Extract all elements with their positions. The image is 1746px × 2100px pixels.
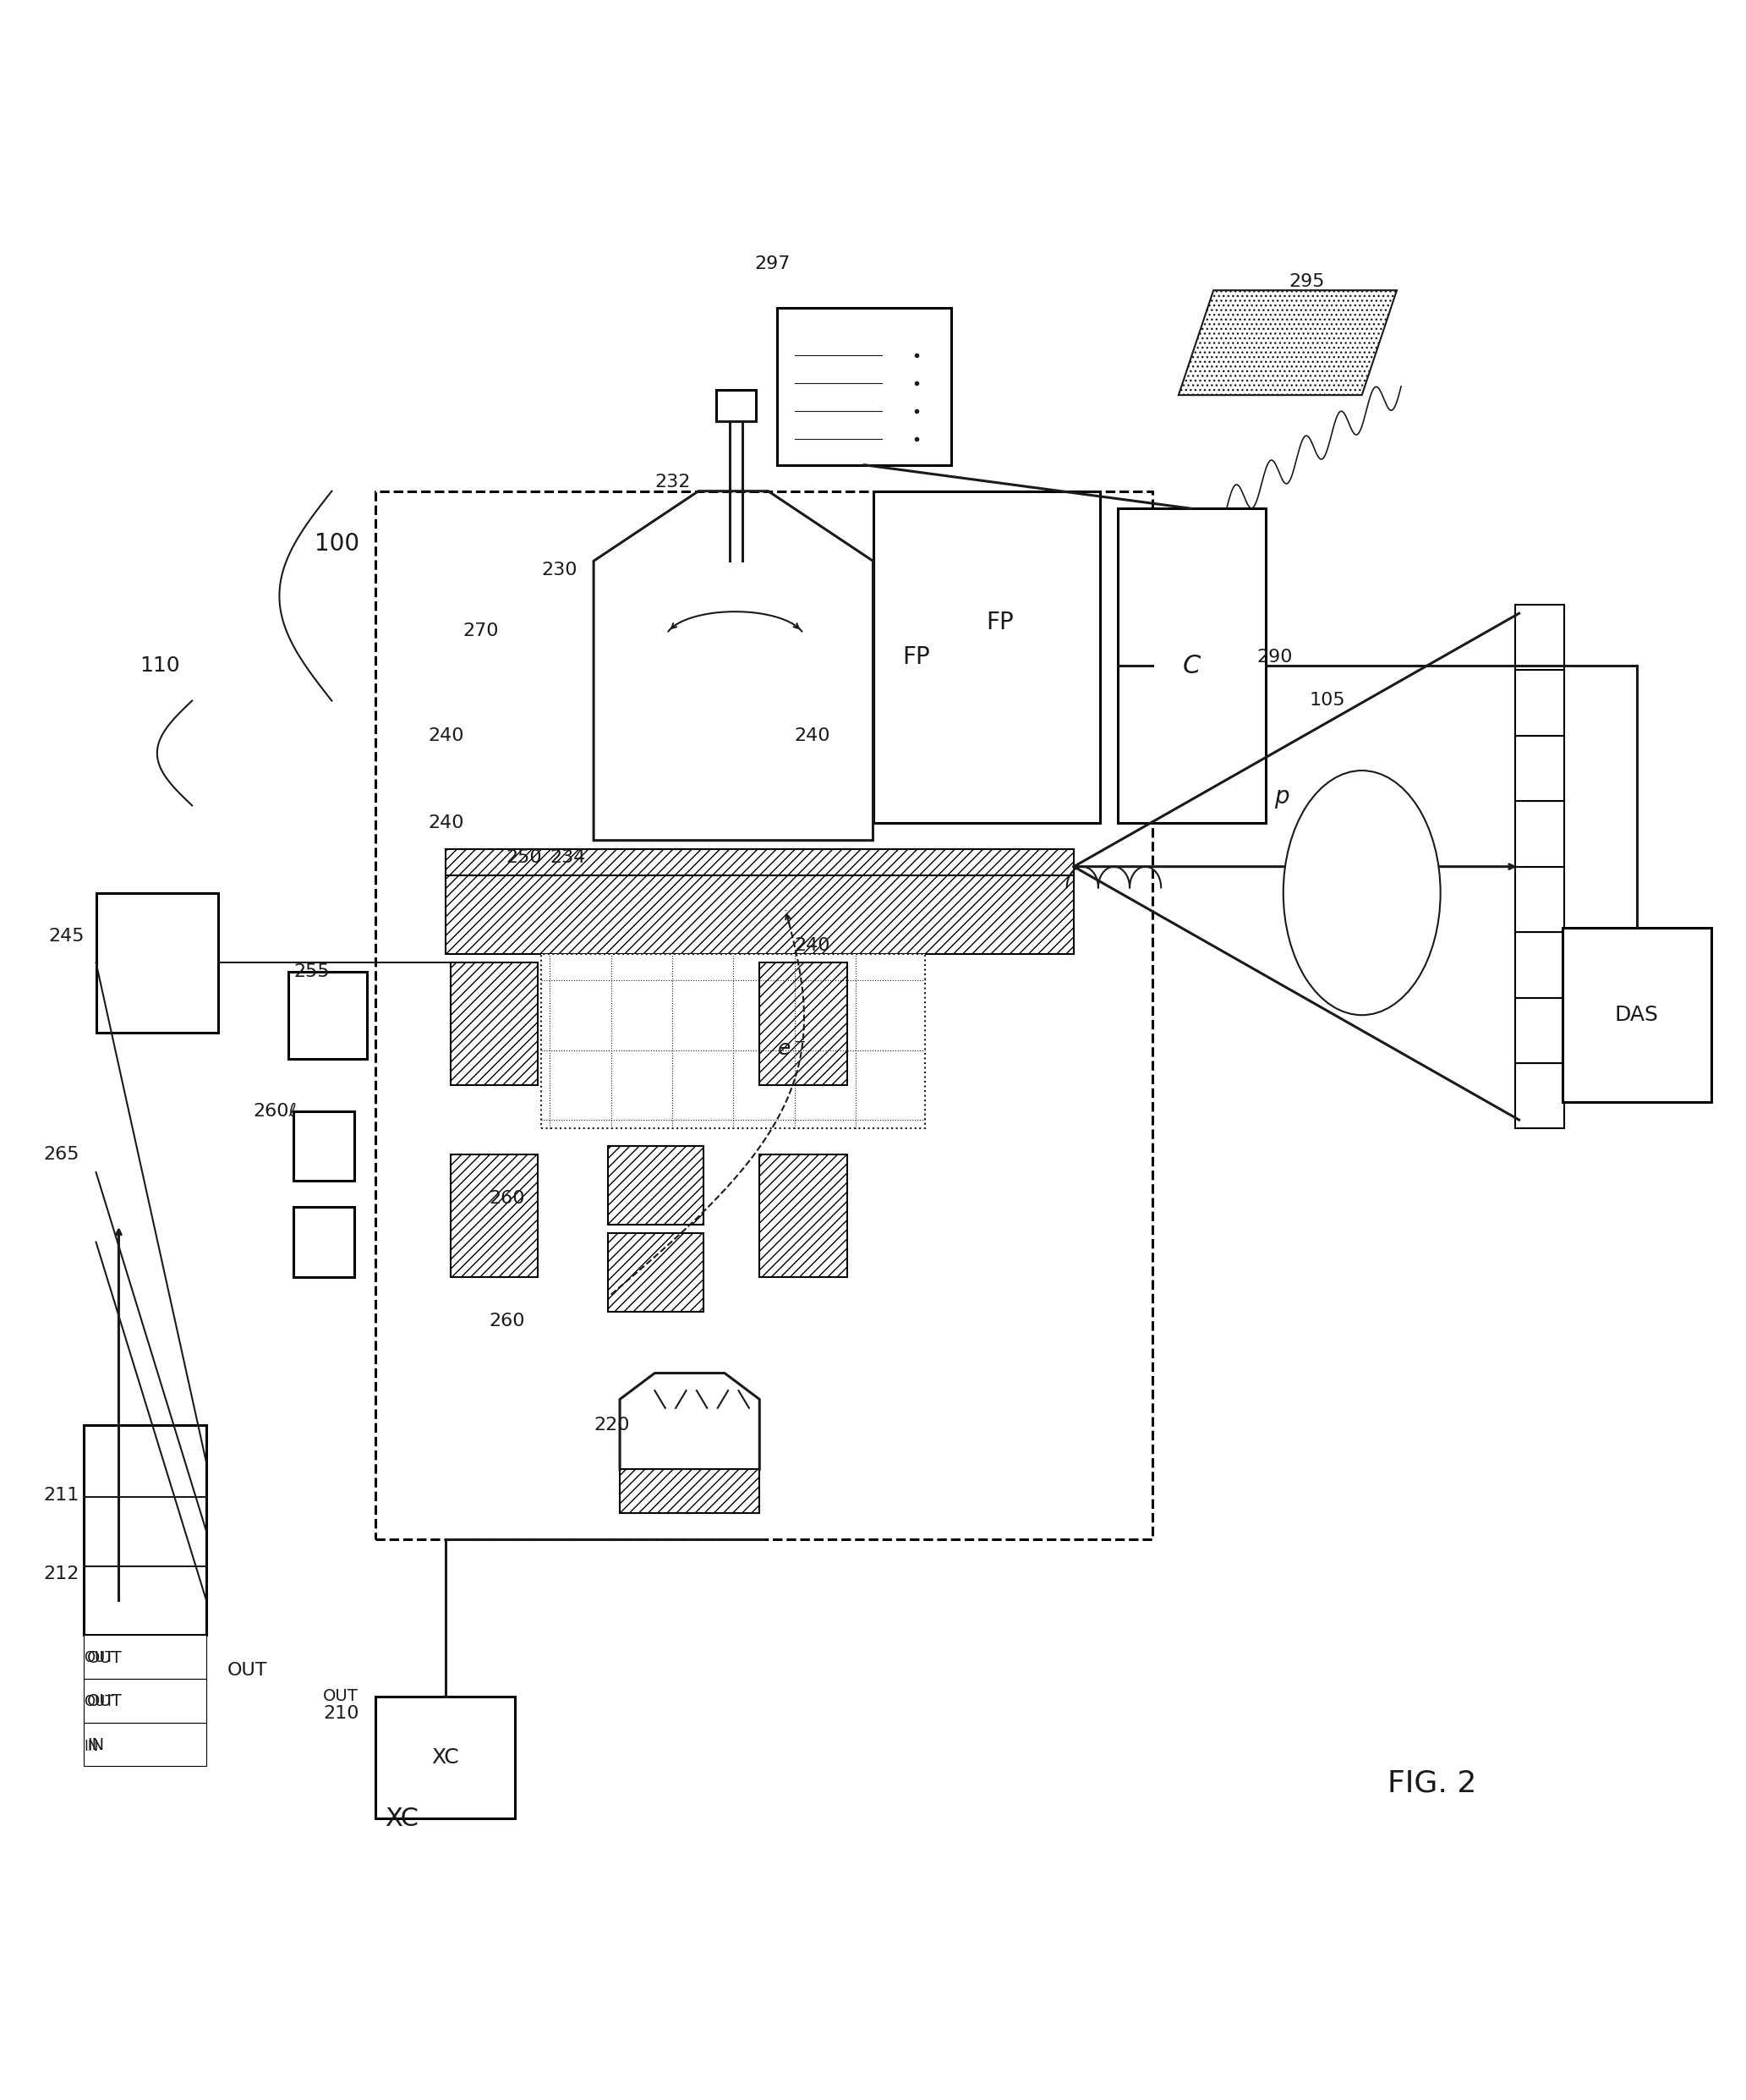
Bar — [1516, 1063, 1564, 1128]
Text: 240: 240 — [428, 815, 464, 832]
Bar — [84, 1636, 206, 1678]
Text: 220: 220 — [594, 1418, 630, 1434]
Text: 212: 212 — [44, 1565, 80, 1583]
Text: 240: 240 — [428, 727, 464, 743]
Bar — [450, 1155, 538, 1277]
Text: 232: 232 — [655, 475, 691, 491]
Bar — [716, 391, 756, 422]
Text: 255: 255 — [293, 964, 330, 981]
Text: XC: XC — [431, 1747, 459, 1768]
Bar — [84, 1426, 206, 1636]
Text: 245: 245 — [49, 928, 86, 945]
Text: 100: 100 — [314, 531, 360, 554]
Text: OUT: OUT — [84, 1695, 113, 1709]
Bar — [288, 972, 367, 1058]
Bar — [1516, 998, 1564, 1063]
Text: 105: 105 — [1310, 693, 1346, 710]
Text: 260: 260 — [489, 1191, 526, 1208]
Text: 270: 270 — [463, 622, 499, 638]
Text: IN: IN — [84, 1739, 98, 1754]
Bar — [375, 491, 1152, 1539]
Text: FP: FP — [986, 611, 1014, 634]
Text: 211: 211 — [44, 1487, 80, 1504]
Text: IN: IN — [87, 1737, 105, 1754]
Text: p: p — [1275, 785, 1290, 809]
Bar — [445, 848, 1074, 876]
Bar — [541, 953, 925, 1128]
Text: OUT: OUT — [227, 1661, 267, 1678]
Text: DAS: DAS — [1615, 1006, 1659, 1025]
Text: 250: 250 — [506, 848, 543, 867]
Bar — [1516, 867, 1564, 932]
Bar — [873, 491, 1100, 823]
Bar — [84, 1678, 206, 1722]
Text: OUT: OUT — [87, 1693, 122, 1709]
Bar — [96, 892, 218, 1033]
Bar — [1516, 800, 1564, 867]
Text: 260: 260 — [489, 1312, 526, 1329]
Polygon shape — [1179, 290, 1397, 395]
Bar — [760, 962, 847, 1086]
Text: 260ℓ: 260ℓ — [253, 1102, 297, 1119]
Text: 230: 230 — [541, 561, 578, 578]
Bar — [375, 1697, 515, 1819]
Text: XC: XC — [384, 1806, 419, 1831]
Bar — [293, 1208, 354, 1277]
Bar — [1516, 605, 1564, 670]
Text: 240: 240 — [794, 937, 831, 953]
Text: $e^-$: $e^-$ — [777, 1040, 807, 1060]
Bar — [450, 962, 538, 1086]
Text: 234: 234 — [550, 848, 587, 867]
Text: OUT: OUT — [323, 1688, 358, 1705]
Text: FIG. 2: FIG. 2 — [1386, 1768, 1477, 1798]
Bar — [1516, 932, 1564, 998]
Text: 290: 290 — [1257, 649, 1294, 666]
Bar — [620, 1470, 760, 1512]
Text: 110: 110 — [140, 655, 180, 676]
Text: 297: 297 — [754, 256, 791, 273]
Bar — [84, 1722, 206, 1766]
Text: C: C — [1182, 653, 1201, 678]
Bar — [760, 1155, 847, 1277]
Text: OUT: OUT — [84, 1651, 113, 1665]
Bar — [1563, 928, 1711, 1103]
Text: 240: 240 — [794, 727, 831, 743]
Bar — [293, 1111, 354, 1180]
Bar — [445, 876, 1074, 953]
Ellipse shape — [1283, 771, 1440, 1014]
Bar — [608, 1147, 704, 1224]
Text: 295: 295 — [1289, 273, 1325, 290]
Bar — [1516, 670, 1564, 735]
Text: 265: 265 — [44, 1147, 80, 1163]
Bar — [1117, 508, 1266, 823]
Text: 210: 210 — [323, 1705, 360, 1722]
Bar — [777, 309, 952, 464]
Bar — [1516, 735, 1564, 800]
Bar — [608, 1233, 704, 1312]
Text: OUT: OUT — [87, 1651, 122, 1665]
Text: FP: FP — [903, 645, 931, 670]
